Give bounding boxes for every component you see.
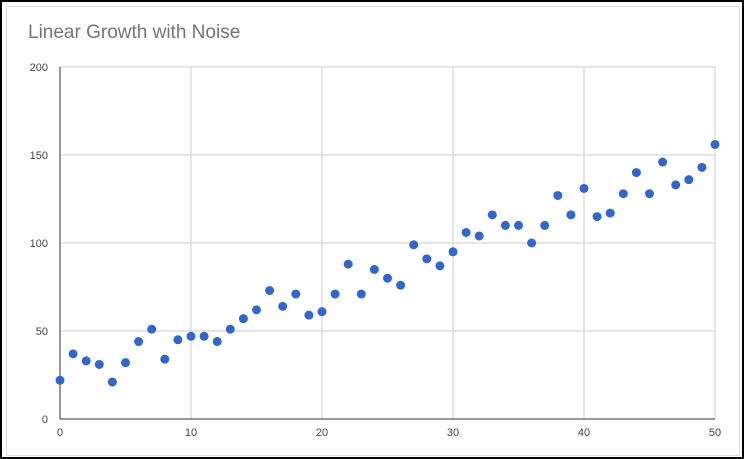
data-point [212,337,222,347]
data-point [173,335,183,345]
data-point [474,231,484,241]
data-point [605,208,615,218]
data-point [710,139,720,149]
x-tick-label: 0 [57,427,63,439]
data-point [278,301,288,311]
data-point [304,310,314,320]
data-point [540,220,550,230]
data-point [160,354,170,364]
data-point [383,273,392,283]
data-point [238,314,248,324]
data-point [225,324,235,334]
data-point [147,324,157,334]
x-tick-label: 50 [709,427,721,439]
data-point [68,349,78,359]
data-point [369,264,379,274]
data-point [461,227,471,237]
data-point [487,210,497,220]
data-point [631,168,641,178]
data-point [500,220,510,230]
data-point [671,180,681,190]
chart-container [6,6,740,456]
data-point [94,359,104,369]
data-point [448,247,458,257]
data-point [265,286,275,296]
chart-title: Linear Growth with Noise [28,22,241,43]
data-point [645,189,654,199]
data-point [527,238,537,248]
data-point [317,307,327,317]
data-point [514,220,523,230]
axes [59,67,715,420]
data-point [409,240,419,250]
data-point [658,157,668,167]
data-point [199,331,209,341]
tick-labels: 0 50 100 150 200 0 10 20 30 40 50 [30,62,721,439]
x-tick-label: 40 [578,427,590,439]
y-tick-label: 100 [30,238,48,250]
data-points [55,139,720,387]
data-point [121,358,130,368]
data-point [396,280,406,290]
x-tick-label: 10 [185,427,197,439]
data-point [684,175,694,185]
data-point [330,289,340,299]
data-point [553,190,563,200]
x-tick-label: 20 [316,427,328,439]
data-point [55,375,65,385]
data-point [435,261,445,271]
data-point [343,259,353,269]
data-point [566,210,576,220]
data-point [291,289,301,299]
data-point [618,189,628,199]
data-point [186,331,196,341]
y-tick-label: 200 [30,62,48,74]
y-tick-label: 50 [36,326,48,338]
data-point [697,162,707,172]
y-tick-label: 0 [42,414,48,426]
data-point [579,183,589,193]
data-point [107,377,117,387]
y-tick-label: 150 [30,150,48,162]
gridlines [60,66,716,419]
data-point [252,305,261,315]
data-point [134,337,144,347]
x-tick-label: 30 [447,427,459,439]
data-point [422,254,432,264]
data-point [356,289,366,299]
data-point [592,212,602,222]
data-point [81,356,91,366]
